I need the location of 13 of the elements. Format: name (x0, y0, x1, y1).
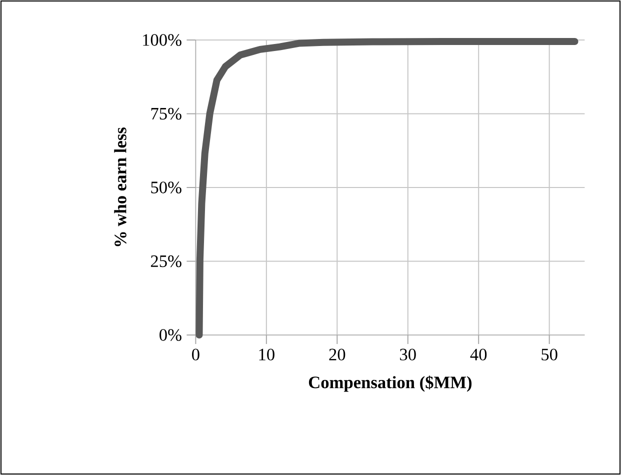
y-tick-label: 50% (151, 182, 182, 194)
x-tick-label: 10 (259, 348, 274, 360)
x-tick-label: 0 (192, 348, 200, 360)
x-tick-label: 30 (400, 348, 416, 360)
x-tick-label: 20 (329, 348, 346, 360)
x-axis-title: Compensation ($MM) (308, 376, 472, 392)
x-tick-label: 50 (542, 348, 558, 360)
y-tick-label: 0% (160, 329, 182, 341)
y-tick-label: 25% (150, 255, 182, 268)
x-tick-label: 40 (470, 348, 487, 360)
y-axis-title: % who earn less (114, 128, 126, 246)
y-tick-label: 100% (143, 34, 182, 46)
y-tick-label: 75% (151, 108, 182, 120)
